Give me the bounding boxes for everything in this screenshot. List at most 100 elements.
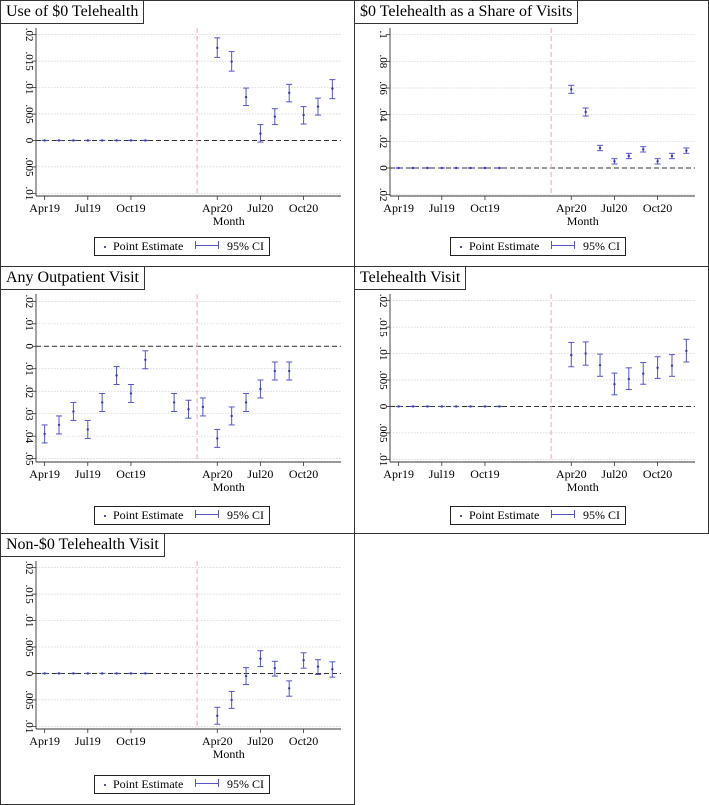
- point-estimate: [397, 405, 400, 408]
- point-estimate: [483, 405, 487, 408]
- y-tick-label: .01: [23, 614, 35, 628]
- estimate-with-ci: [41, 139, 48, 142]
- chart-zero-telehealth-share: .02 0 .02 .04 .06 .08 .1 Apr19 Jul19 Oct19 Apr20 Ju…: [377, 28, 695, 228]
- y-tick-label: 0: [377, 165, 389, 171]
- point-estimate: [469, 405, 472, 408]
- point-estimate-marker-icon: [104, 784, 106, 786]
- x-tick-label: Oct19: [470, 467, 499, 481]
- estimate-with-ci: [127, 672, 134, 675]
- y-tick-label: .02: [23, 28, 35, 42]
- estimate-with-ci: [257, 650, 264, 668]
- point-estimate: [426, 166, 429, 170]
- estimate-with-ci: [214, 428, 221, 448]
- estimate-with-ci: [127, 383, 134, 403]
- estimate-with-ci: [84, 139, 91, 142]
- y-tick-label: .005: [23, 104, 35, 124]
- point-estimate: [216, 46, 219, 50]
- point-estimate-marker-icon: [104, 246, 106, 248]
- ci-marker-icon: [195, 241, 219, 249]
- estimate-with-ci: [142, 672, 149, 675]
- estimate-with-ci: [84, 672, 91, 675]
- point-estimate: [100, 139, 104, 142]
- y-tick-label: .01: [23, 362, 35, 376]
- x-tick-label: Jul19: [75, 467, 101, 481]
- estimate-with-ci: [453, 166, 460, 170]
- estimate-with-ci: [654, 356, 661, 379]
- estimate-with-ci: [481, 405, 488, 408]
- estimate-with-ci: [438, 166, 445, 170]
- point-estimate: [86, 139, 89, 142]
- point-estimate: [129, 672, 133, 675]
- panel-title: Any Outpatient Visit: [1, 267, 145, 290]
- y-tick-label: .01: [23, 719, 35, 733]
- estimate-with-ci: [640, 362, 647, 385]
- estimate-with-ci: [228, 690, 235, 709]
- ci-marker-icon: [551, 510, 575, 518]
- estimate-with-ci: [640, 146, 647, 153]
- point-estimate-marker-icon: [460, 515, 462, 517]
- y-tick-label: .03: [23, 407, 35, 421]
- estimate-with-ci: [683, 338, 690, 363]
- point-estimate: [685, 149, 688, 152]
- y-tick-label: .02: [23, 384, 35, 398]
- x-tick-label: Apr19: [29, 467, 60, 481]
- point-estimate: [144, 139, 147, 142]
- chart-any-outpatient-visit: .05 .04 .03 .02 .01 0 .01 .02 Apr19 Jul19 Oct19 Apr…: [23, 294, 341, 494]
- y-tick-label: .05: [23, 452, 35, 466]
- point-estimate: [129, 139, 133, 142]
- estimate-with-ci: [286, 680, 293, 697]
- legend-ci-label: 95% CI: [227, 508, 264, 522]
- point-estimate: [72, 672, 75, 675]
- point-estimate: [411, 405, 415, 408]
- estimate-with-ci: [84, 419, 91, 439]
- estimate-with-ci: [625, 367, 632, 391]
- estimate-with-ci: [683, 147, 690, 154]
- estimate-with-ci: [300, 106, 307, 125]
- y-tick-label: .04: [23, 429, 35, 443]
- x-axis-title: Month: [213, 214, 245, 228]
- estimate-with-ci: [611, 158, 618, 165]
- point-estimate: [259, 657, 262, 660]
- panel-title: Telehealth Visit: [355, 267, 467, 290]
- point-estimate: [172, 401, 176, 404]
- x-tick-label: Jul20: [247, 734, 273, 748]
- point-estimate: [100, 672, 104, 675]
- point-estimate: [86, 428, 89, 431]
- point-estimate: [316, 665, 320, 668]
- estimate-with-ci: [395, 166, 402, 170]
- estimate-with-ci: [424, 166, 431, 170]
- estimate-with-ci: [668, 152, 675, 160]
- x-tick-label: Jul20: [601, 201, 627, 215]
- estimate-with-ci: [70, 672, 77, 675]
- point-estimate: [288, 91, 291, 95]
- estimate-with-ci: [481, 166, 488, 170]
- y-tick-label: 0: [23, 138, 35, 144]
- estimate-with-ci: [185, 399, 192, 419]
- point-estimate: [244, 95, 248, 99]
- estimate-with-ci: [611, 372, 618, 396]
- point-estimate: [115, 374, 118, 377]
- point-estimate: [273, 369, 277, 373]
- y-tick-label: .015: [23, 584, 35, 604]
- x-tick-label: Apr20: [202, 201, 233, 215]
- point-estimate: [57, 139, 61, 142]
- point-estimate: [230, 60, 233, 63]
- point-estimate: [469, 166, 472, 170]
- estimate-with-ci: [142, 350, 149, 370]
- estimate-with-ci: [41, 424, 48, 444]
- ci-marker-icon: [551, 241, 575, 249]
- estimate-with-ci: [99, 392, 106, 412]
- y-tick-label: .06: [377, 81, 389, 95]
- estimate-with-ci: [496, 166, 503, 170]
- legend: Point Estimate 95% CI: [94, 237, 270, 256]
- point-estimate: [331, 668, 334, 671]
- estimate-with-ci: [286, 361, 293, 381]
- point-estimate-marker-icon: [104, 515, 106, 517]
- point-estimate: [273, 666, 277, 670]
- x-tick-label: Jul19: [429, 201, 455, 215]
- x-tick-label: Apr20: [556, 467, 587, 481]
- estimate-with-ci: [654, 158, 661, 165]
- point-estimate: [685, 349, 688, 353]
- estimate-with-ci: [286, 83, 293, 103]
- legend-point-label: Point Estimate: [469, 239, 540, 253]
